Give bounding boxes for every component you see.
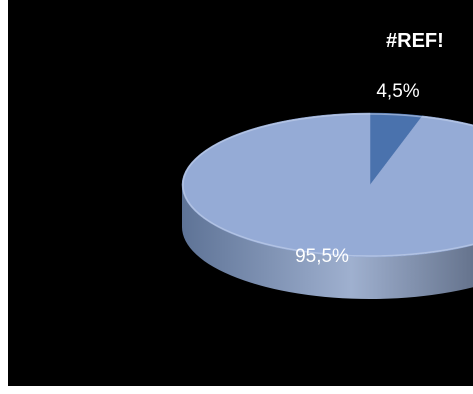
data-label: 4,5%	[376, 81, 419, 102]
pie-slice	[181, 112, 473, 258]
chart-title: #REF!	[386, 30, 444, 52]
pie-rim	[182, 113, 473, 257]
data-label: 95,5%	[295, 246, 349, 267]
pie-side	[182, 185, 473, 299]
